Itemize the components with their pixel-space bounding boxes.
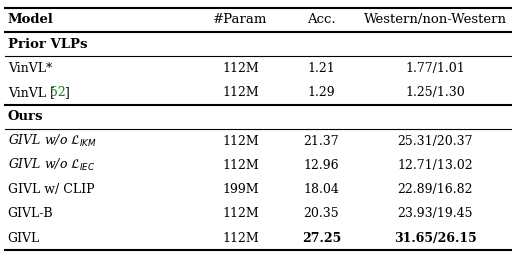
Text: 112M: 112M	[222, 207, 259, 220]
Text: 52: 52	[50, 86, 66, 99]
Text: 1.77/1.01: 1.77/1.01	[406, 62, 465, 75]
Text: 23.93/19.45: 23.93/19.45	[398, 207, 473, 220]
Text: Western/non-Western: Western/non-Western	[364, 13, 507, 26]
Text: 1.21: 1.21	[308, 62, 335, 75]
Text: Prior VLPs: Prior VLPs	[8, 38, 87, 51]
Text: 22.89/16.82: 22.89/16.82	[398, 183, 473, 196]
Text: GIVL-B: GIVL-B	[8, 207, 53, 220]
Text: VinVL [: VinVL [	[8, 86, 54, 99]
Text: GIVL: GIVL	[8, 232, 40, 245]
Text: 31.65/26.15: 31.65/26.15	[394, 232, 477, 245]
Text: Acc.: Acc.	[307, 13, 336, 26]
Text: ]: ]	[64, 86, 69, 99]
Text: 20.35: 20.35	[303, 207, 339, 220]
Text: GIVL w/o $\mathcal{L}_{IEC}$: GIVL w/o $\mathcal{L}_{IEC}$	[8, 157, 95, 173]
Text: Ours: Ours	[8, 110, 43, 123]
Text: VinVL*: VinVL*	[8, 62, 52, 75]
Text: 112M: 112M	[222, 232, 259, 245]
Text: 12.71/13.02: 12.71/13.02	[397, 159, 473, 172]
Text: 1.29: 1.29	[308, 86, 335, 99]
Text: 112M: 112M	[222, 159, 259, 172]
Text: 199M: 199M	[222, 183, 259, 196]
Text: 112M: 112M	[222, 62, 259, 75]
Text: 21.37: 21.37	[303, 135, 339, 148]
Text: GIVL w/ CLIP: GIVL w/ CLIP	[8, 183, 94, 196]
Text: 25.31/20.37: 25.31/20.37	[398, 135, 473, 148]
Text: 112M: 112M	[222, 135, 259, 148]
Text: GIVL w/o $\mathcal{L}_{IKM}$: GIVL w/o $\mathcal{L}_{IKM}$	[8, 133, 97, 149]
Text: #Param: #Param	[213, 13, 268, 26]
Text: 112M: 112M	[222, 86, 259, 99]
Text: 1.25/1.30: 1.25/1.30	[406, 86, 465, 99]
Text: Model: Model	[8, 13, 53, 26]
Text: 27.25: 27.25	[302, 232, 341, 245]
Text: 18.04: 18.04	[303, 183, 340, 196]
Text: 12.96: 12.96	[303, 159, 339, 172]
